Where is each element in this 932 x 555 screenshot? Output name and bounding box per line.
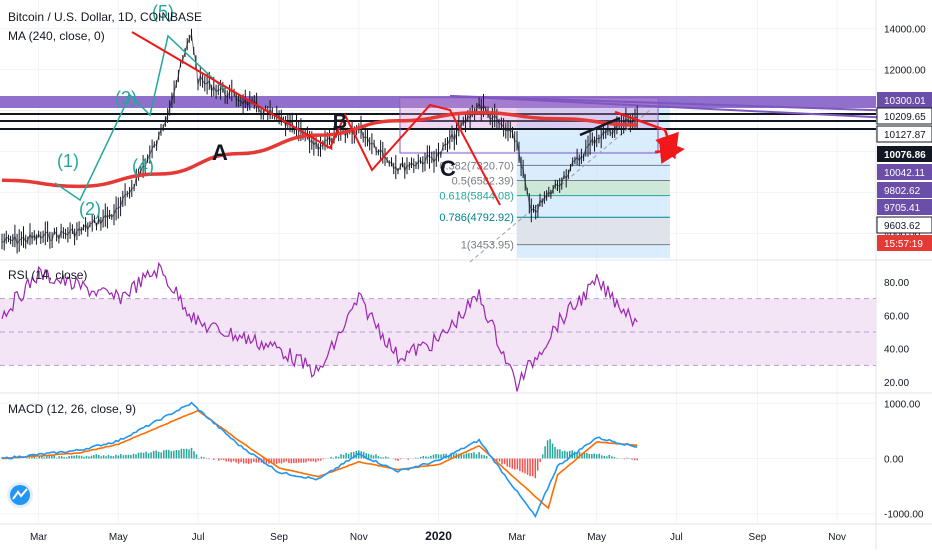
tradingview-logo[interactable] — [7, 482, 33, 508]
wave-label: A — [212, 140, 228, 165]
rsi-indicator-label: RSI (14, close) — [8, 268, 87, 282]
fib-level-label: 1(3453.95) — [461, 240, 514, 252]
wave-label: (2) — [79, 199, 101, 219]
abc-correction-path — [131, 31, 501, 206]
price-series — [1, 28, 638, 254]
fib-retracement[interactable]: 0.382(7320.70) 0.5(6582.39) 0.618(5844.08)… — [439, 100, 670, 258]
fib-level-label: 0.5(6582.39) — [452, 176, 514, 188]
time-tick-label: Jul — [670, 532, 683, 543]
price-badges: 10300.01 10209.65 10127.87 10076.86 10042.11… — [876, 92, 932, 251]
signal-line — [1, 409, 638, 510]
price-badge-label: 15:57:19 — [884, 239, 923, 250]
price-badge-label: 10076.86 — [884, 150, 926, 161]
price-badge — [877, 146, 932, 162]
trendline — [449, 95, 932, 121]
macd-pane — [1, 401, 638, 519]
wave-label: (5) — [152, 2, 174, 22]
projection-arrow-tip — [654, 139, 685, 164]
rsi-tick-label: 80.00 — [884, 278, 909, 289]
fib-band — [516, 180, 670, 196]
rsi-line — [1, 261, 638, 392]
price-badge — [876, 125, 932, 143]
price-badge-label: 10127.87 — [884, 130, 926, 141]
chart-title: Bitcoin / U.S. Dollar, 1D, COINBASE — [8, 10, 202, 24]
price-badge-label: 9603.62 — [884, 221, 921, 232]
time-tick-label: Mar — [508, 532, 526, 543]
wave-label: C — [440, 156, 456, 181]
trendline — [449, 95, 932, 113]
fib-level-label: 0.786(4792.92) — [439, 212, 514, 224]
black-trend-arrow — [579, 116, 621, 137]
price-badge — [877, 235, 932, 251]
price-badge-label: 10300.01 — [884, 96, 926, 107]
wave-label: B — [333, 111, 347, 133]
annotations[interactable]: (1) (2) (3) (4) (5) A B C — [54, 2, 685, 219]
elliott-wave-line — [54, 34, 226, 202]
dashed-trendline — [469, 109, 651, 263]
price-badge — [877, 182, 932, 198]
price-badge-label: 9802.62 — [884, 186, 921, 197]
rsi-pane — [0, 261, 876, 392]
wave-label: (1) — [57, 151, 79, 171]
macd-line — [1, 401, 638, 519]
price-badge — [876, 216, 932, 234]
macd-tick-label: 1000.00 — [884, 399, 921, 410]
wave-label: (4) — [132, 156, 154, 176]
rsi-band — [0, 298, 876, 366]
time-axis[interactable]: Mar May Jul Sep Nov 2020 Mar May Jul Sep Nov — [30, 529, 846, 543]
fib-level-label: 0.618(5844.08) — [439, 191, 514, 203]
rsi-tick-label: 20.00 — [884, 378, 909, 389]
price-badge-label: 9705.41 — [884, 203, 921, 214]
time-tick-label: Jul — [192, 532, 205, 543]
resistance-band — [0, 96, 876, 108]
fib-level-label: 0.382(7320.70) — [439, 160, 514, 172]
price-tick-label: 4000.00 — [884, 229, 921, 240]
macd-tick-label: 0.00 — [884, 455, 904, 466]
macd-indicator-label: MACD (12, 26, close, 9) — [8, 402, 136, 416]
price-badge-label: 10209.65 — [884, 112, 926, 123]
ma-indicator-label: MA (240, close, 0) — [8, 29, 105, 43]
price-line — [1, 32, 638, 245]
time-tick-label: Sep — [270, 532, 288, 543]
time-tick-label: Sep — [749, 532, 767, 543]
price-tick-label: 12000.00 — [884, 66, 926, 77]
time-tick-label: Nov — [828, 532, 846, 543]
price-badge — [877, 199, 932, 215]
macd-tick-label: -1000.00 — [884, 510, 924, 521]
price-tick-label: 14000.00 — [884, 25, 926, 36]
time-tick-label: May — [587, 532, 606, 543]
rsi-tick-label: 40.00 — [884, 345, 909, 356]
time-tick-label: 2020 — [425, 529, 452, 543]
ma-240-line — [1, 110, 638, 189]
price-badge — [877, 92, 932, 108]
fib-band — [516, 217, 670, 245]
price-badge — [877, 164, 932, 180]
time-tick-label: Mar — [30, 532, 48, 543]
time-tick-label: Nov — [350, 532, 368, 543]
price-badge-label: 10042.11 — [884, 168, 925, 179]
time-tick-label: May — [109, 532, 128, 543]
rsi-tick-label: 60.00 — [884, 311, 909, 322]
price-badge — [876, 107, 932, 125]
wave-label: (3) — [115, 88, 137, 108]
